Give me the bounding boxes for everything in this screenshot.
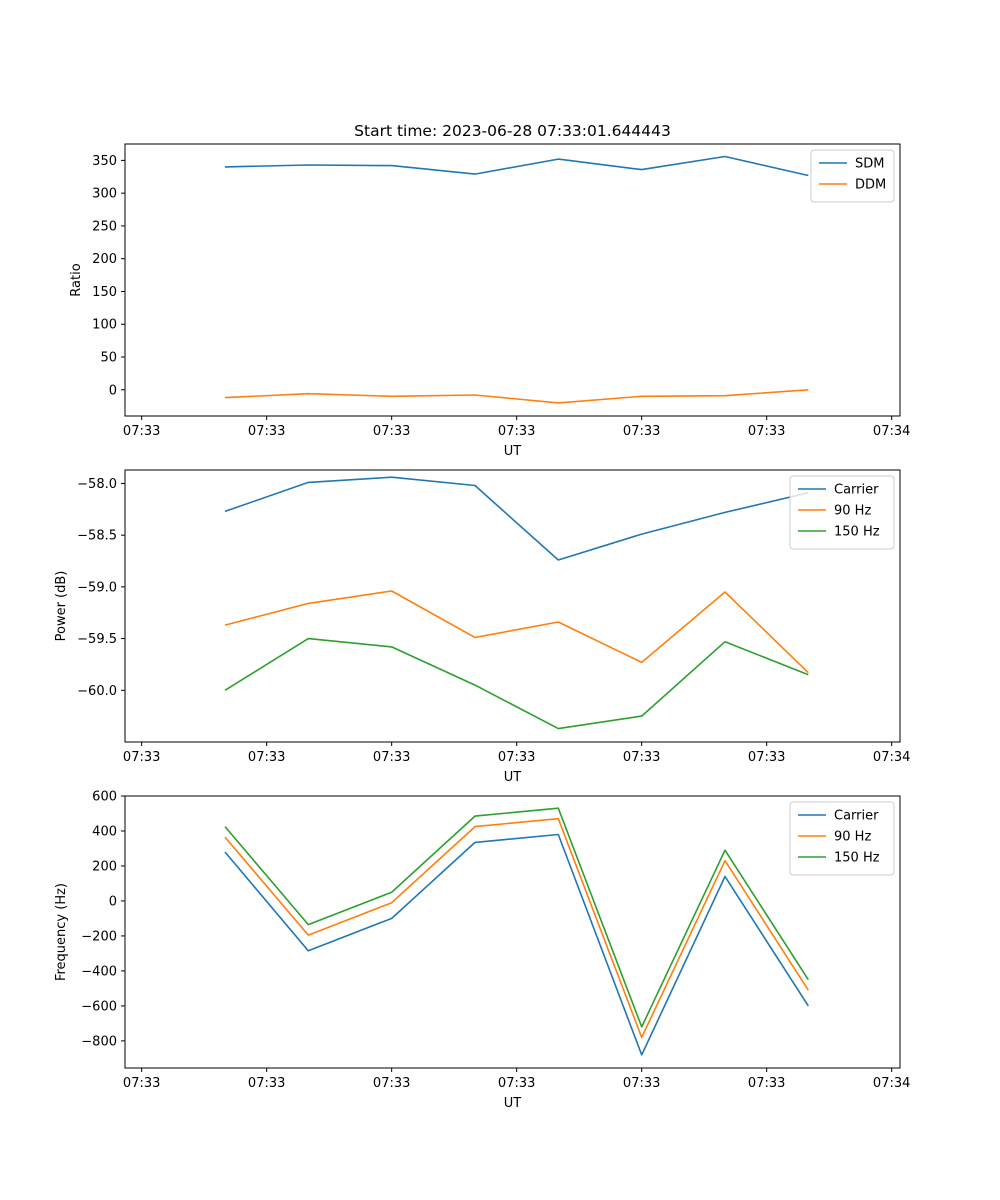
- series-line-90-hz: [224, 590, 809, 674]
- y-tick-label: 50: [100, 351, 117, 366]
- series-line-ddm: [224, 389, 809, 404]
- x-tick-label: 07:33: [123, 1076, 160, 1091]
- x-tick-label: 07:34: [873, 750, 910, 765]
- series-line-90-hz: [224, 817, 809, 1039]
- x-tick-label: 07:33: [748, 750, 785, 765]
- axes-frame: [124, 143, 901, 417]
- series-line-carrier: [224, 833, 809, 1056]
- y-tick-label: −600: [81, 999, 117, 1014]
- legend: Carrier 90 Hz 150 Hz: [789, 801, 895, 876]
- y-tick-label: 200: [92, 252, 117, 267]
- legend-entry: 150 Hz: [834, 851, 880, 866]
- x-tick-label: 07:33: [623, 750, 660, 765]
- x-axis-label: UT: [504, 770, 522, 785]
- legend-entry: 150 Hz: [834, 525, 880, 540]
- x-tick-label: 07:33: [248, 1076, 285, 1091]
- y-axis-label: Ratio: [69, 263, 84, 296]
- x-tick-label: 07:34: [873, 424, 910, 439]
- x-tick-label: 07:33: [123, 424, 160, 439]
- y-tick-label: 0: [109, 383, 117, 398]
- chart-panels: 07:33 07:33 07:33 07:33 07:33 07:33 07:34 0 50 10…: [54, 143, 910, 1112]
- axes-frame: [124, 469, 901, 743]
- y-tick-label: 150: [92, 285, 117, 300]
- y-tick-label: 400: [92, 824, 117, 839]
- series-line-sdm: [224, 155, 809, 177]
- legend: SDM DDM: [810, 149, 895, 203]
- y-tick-label: 0: [109, 894, 117, 909]
- y-tick-label: −59.5: [77, 632, 117, 647]
- legend-entry: Carrier: [834, 809, 879, 824]
- x-tick-label: 07:33: [373, 424, 410, 439]
- x-tick-label: 07:33: [373, 750, 410, 765]
- x-tick-label: 07:33: [123, 750, 160, 765]
- y-tick-label: −58.5: [77, 529, 117, 544]
- legend-entry: 90 Hz: [834, 830, 871, 845]
- x-tick-label: 07:33: [248, 750, 285, 765]
- x-tick-label: 07:33: [623, 424, 660, 439]
- x-tick-label: 07:33: [498, 750, 535, 765]
- series-line-150-hz: [224, 807, 809, 1028]
- y-tick-label: 200: [92, 859, 117, 874]
- figure-title: Start time: 2023-06-28 07:33:01.644443: [354, 122, 671, 140]
- axes-frame: [124, 795, 901, 1069]
- y-axis-label: Power (dB): [54, 571, 69, 642]
- legend-entry: SDM: [855, 157, 884, 172]
- x-tick-label: 07:33: [623, 1076, 660, 1091]
- y-tick-label: 250: [92, 219, 117, 234]
- y-axis-label: Frequency (Hz): [54, 883, 69, 981]
- x-axis-label: UT: [504, 444, 522, 459]
- y-tick-label: −59.0: [77, 580, 117, 595]
- legend-entry: Carrier: [834, 483, 879, 498]
- y-tick-label: 600: [92, 790, 117, 805]
- chart-panel-1: 07:33 07:33 07:33 07:33 07:33 07:33 07:34 0 50 10…: [69, 143, 910, 459]
- x-tick-label: 07:33: [248, 424, 285, 439]
- x-tick-label: 07:33: [498, 424, 535, 439]
- legend-entry: DDM: [855, 178, 886, 193]
- chart-panel-3: 07:33 07:33 07:33 07:33 07:33 07:33 07:34 −800 −…: [54, 790, 910, 1112]
- x-tick-label: 07:33: [498, 1076, 535, 1091]
- legend-entry: 90 Hz: [834, 504, 871, 519]
- chart-panel-2: 07:33 07:33 07:33 07:33 07:33 07:33 07:34 −60.0…: [54, 469, 910, 785]
- y-tick-label: 350: [92, 154, 117, 169]
- x-tick-label: 07:33: [748, 1076, 785, 1091]
- legend: Carrier 90 Hz 150 Hz: [789, 475, 895, 550]
- series-line-150-hz: [224, 637, 809, 730]
- y-tick-label: −58.0: [77, 477, 117, 492]
- x-tick-label: 07:33: [373, 1076, 410, 1091]
- y-tick-label: −400: [81, 964, 117, 979]
- y-tick-label: −800: [81, 1034, 117, 1049]
- y-tick-label: −200: [81, 929, 117, 944]
- y-tick-label: −60.0: [77, 684, 117, 699]
- y-tick-label: 100: [92, 318, 117, 333]
- x-axis-label: UT: [504, 1096, 522, 1111]
- x-tick-label: 07:33: [748, 424, 785, 439]
- y-tick-label: 300: [92, 187, 117, 202]
- series-line-carrier: [224, 476, 809, 561]
- x-tick-label: 07:34: [873, 1076, 910, 1091]
